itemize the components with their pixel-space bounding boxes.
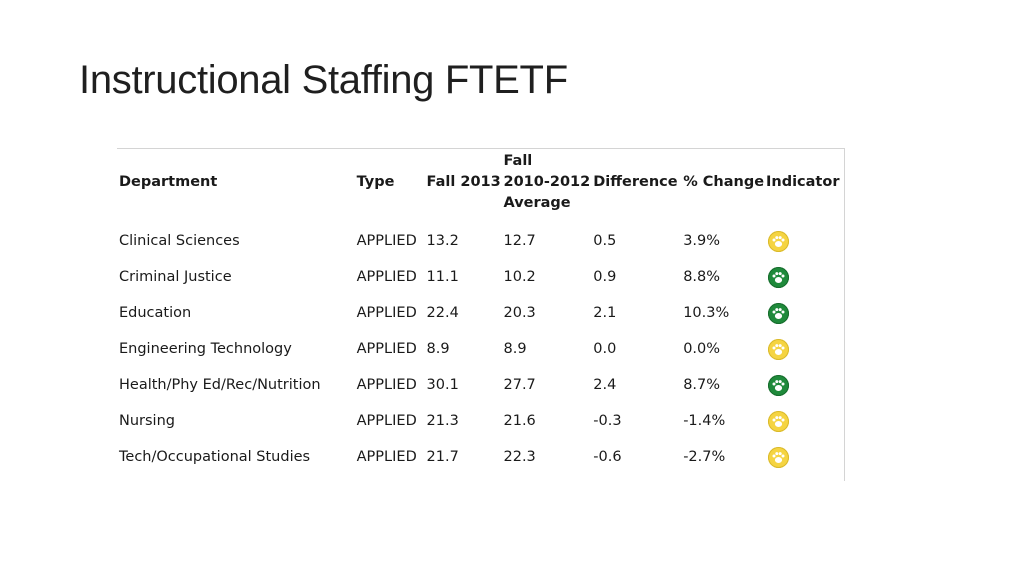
cell-average: 10.2 — [503, 269, 536, 285]
cell-average: 12.7 — [503, 233, 536, 249]
cell-average: 22.3 — [503, 449, 536, 465]
staffing-table: Department Type Fall 2013 Fall 2010-2012… — [117, 149, 844, 475]
green-paw-indicator-icon — [767, 302, 789, 324]
yellow-paw-indicator-icon — [767, 446, 789, 468]
header-average-line1: Fall — [503, 152, 533, 169]
cell-fall-2013: 8.9 — [426, 341, 450, 357]
header-average-line3: Average — [503, 194, 571, 211]
table-header-row: Department Type Fall 2013 Fall 2010-2012… — [117, 149, 844, 215]
cell-indicator — [766, 215, 844, 259]
cell-pct-change: 10.3% — [683, 305, 730, 321]
cell-type: APPLIED — [356, 269, 417, 285]
cell-pct-change: 8.7% — [683, 377, 721, 393]
cell-department: Tech/Occupational Studies — [119, 449, 311, 465]
cell-indicator — [766, 295, 844, 331]
cell-type: APPLIED — [356, 341, 417, 357]
cell-fall-2013: 13.2 — [426, 233, 459, 249]
cell-average: 8.9 — [503, 341, 527, 357]
table-row: Nursing APPLIED 21.3 21.6 -0.3 -1.4% — [117, 403, 844, 439]
table-row: Tech/Occupational Studies APPLIED 21.7 22.3… — [117, 439, 844, 475]
cell-difference: 0.5 — [593, 233, 617, 249]
header-indicator: Indicator — [765, 173, 840, 190]
header-fall-2013: Fall 2013 — [426, 173, 501, 190]
cell-indicator — [766, 403, 844, 439]
cell-fall-2013: 11.1 — [426, 269, 459, 285]
cell-fall-2013: 30.1 — [426, 377, 459, 393]
cell-fall-2013: 21.3 — [426, 413, 459, 429]
page-title: Instructional Staffing FTETF — [79, 58, 568, 102]
table-row: Clinical Sciences APPLIED 13.2 12.7 0.5 3.9% — [117, 215, 844, 259]
header-type: Type — [356, 173, 395, 190]
cell-indicator — [766, 331, 844, 367]
yellow-paw-indicator-icon — [767, 338, 789, 360]
cell-type: APPLIED — [356, 413, 417, 429]
header-pct-change: % Change — [683, 173, 765, 190]
cell-department: Health/Phy Ed/Rec/Nutrition — [119, 377, 321, 393]
cell-pct-change: 8.8% — [683, 269, 721, 285]
table-row: Criminal Justice APPLIED 11.1 10.2 0.9 8.8% — [117, 259, 844, 295]
cell-department: Education — [119, 305, 192, 321]
cell-difference: 0.9 — [593, 269, 617, 285]
cell-fall-2013: 22.4 — [426, 305, 459, 321]
cell-average: 27.7 — [503, 377, 536, 393]
cell-fall-2013: 21.7 — [426, 449, 459, 465]
cell-type: APPLIED — [356, 449, 417, 465]
header-average: Fall 2010-2012 Average — [504, 149, 594, 215]
green-paw-indicator-icon — [767, 374, 789, 396]
header-average-line2: 2010-2012 — [503, 173, 591, 190]
cell-department: Clinical Sciences — [119, 233, 240, 249]
cell-indicator — [766, 367, 844, 403]
cell-pct-change: 0.0% — [683, 341, 721, 357]
cell-type: APPLIED — [356, 305, 417, 321]
cell-average: 20.3 — [503, 305, 536, 321]
cell-pct-change: -1.4% — [683, 413, 726, 429]
table-body: Clinical Sciences APPLIED 13.2 12.7 0.5 3.9% C… — [117, 215, 844, 475]
cell-department: Engineering Technology — [119, 341, 292, 357]
table-row: Health/Phy Ed/Rec/Nutrition APPLIED 30.1 27… — [117, 367, 844, 403]
yellow-paw-indicator-icon — [767, 230, 789, 252]
yellow-paw-indicator-icon — [767, 410, 789, 432]
cell-difference: 2.4 — [593, 377, 617, 393]
cell-pct-change: -2.7% — [683, 449, 726, 465]
cell-pct-change: 3.9% — [683, 233, 721, 249]
cell-difference: 0.0 — [593, 341, 617, 357]
cell-type: APPLIED — [356, 377, 417, 393]
staffing-table-container: Department Type Fall 2013 Fall 2010-2012… — [117, 148, 845, 481]
cell-type: APPLIED — [356, 233, 417, 249]
table-row: Engineering Technology APPLIED 8.9 8.9 0.0 0.… — [117, 331, 844, 367]
green-paw-indicator-icon — [767, 266, 789, 288]
cell-indicator — [766, 439, 844, 475]
cell-indicator — [766, 259, 844, 295]
cell-difference: -0.6 — [593, 449, 622, 465]
table-row: Education APPLIED 22.4 20.3 2.1 10.3% — [117, 295, 844, 331]
cell-difference: -0.3 — [593, 413, 622, 429]
cell-department: Nursing — [119, 413, 175, 429]
cell-average: 21.6 — [503, 413, 536, 429]
cell-difference: 2.1 — [593, 305, 617, 321]
header-difference: Difference — [593, 173, 678, 190]
cell-department: Criminal Justice — [119, 269, 232, 285]
header-department: Department — [119, 173, 218, 190]
